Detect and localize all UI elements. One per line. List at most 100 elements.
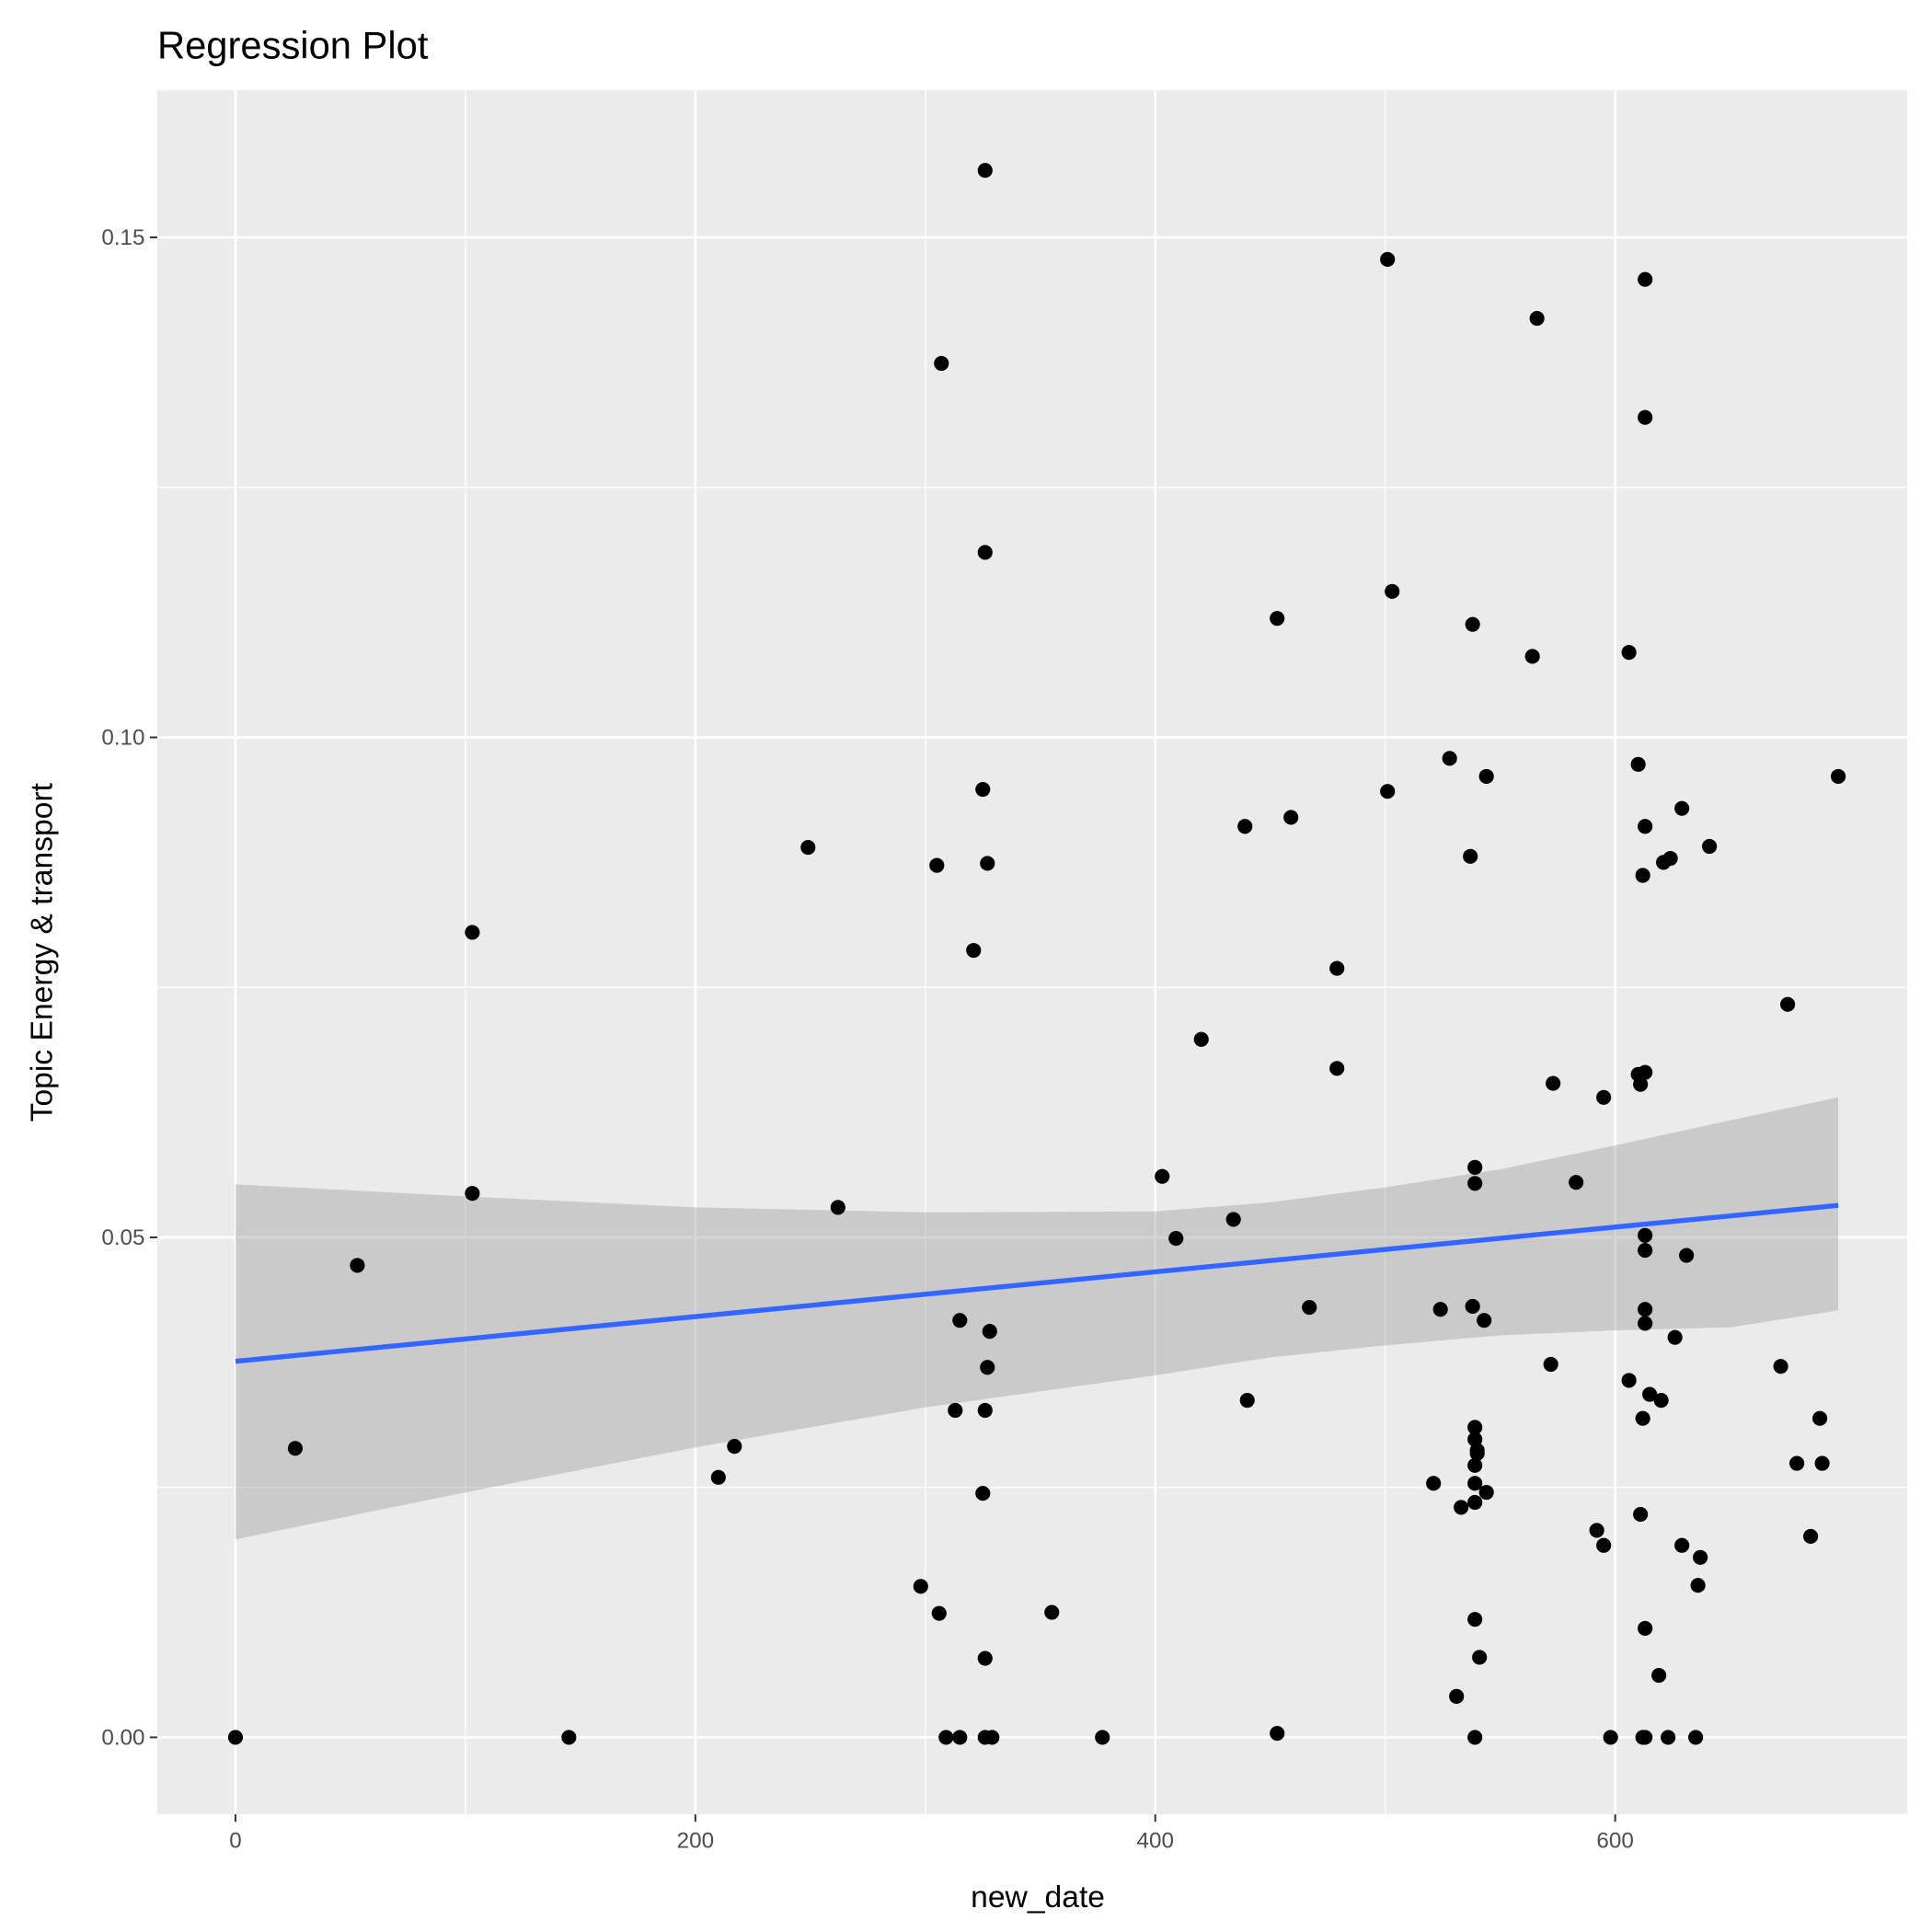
data-point bbox=[1302, 1299, 1317, 1316]
data-point bbox=[1465, 1298, 1480, 1315]
data-point bbox=[1467, 1457, 1483, 1473]
data-point bbox=[934, 355, 949, 372]
data-point bbox=[977, 1402, 993, 1419]
data-point bbox=[952, 1313, 968, 1328]
x-tick-label: 200 bbox=[677, 1828, 714, 1853]
data-point bbox=[1467, 1176, 1483, 1191]
data-point bbox=[1270, 1725, 1285, 1742]
data-point bbox=[913, 1579, 928, 1594]
data-point bbox=[1635, 868, 1650, 883]
data-points bbox=[227, 163, 1846, 1745]
data-point bbox=[938, 1730, 954, 1745]
data-point bbox=[1812, 1410, 1828, 1426]
regression-line bbox=[235, 1202, 1839, 1364]
data-point bbox=[1426, 1476, 1442, 1491]
data-point bbox=[980, 856, 995, 871]
data-point bbox=[1621, 1373, 1637, 1388]
data-point bbox=[1546, 1075, 1561, 1091]
x-tick-label: 600 bbox=[1596, 1828, 1633, 1853]
data-point bbox=[1155, 1168, 1170, 1184]
x-tick-label: 0 bbox=[229, 1828, 241, 1853]
y-tick-label: 0.00 bbox=[101, 1725, 144, 1750]
data-point bbox=[1638, 409, 1653, 425]
data-point bbox=[980, 1360, 995, 1375]
data-point bbox=[1690, 1578, 1706, 1593]
data-point bbox=[1239, 1393, 1255, 1409]
data-point bbox=[1467, 1420, 1483, 1435]
x-tick-label: 400 bbox=[1137, 1828, 1174, 1853]
data-point bbox=[710, 1469, 726, 1485]
data-point bbox=[977, 1650, 993, 1666]
data-point bbox=[931, 1605, 947, 1621]
data-point bbox=[1638, 1227, 1653, 1243]
data-point bbox=[1780, 996, 1796, 1012]
data-point bbox=[1667, 1329, 1683, 1345]
data-point bbox=[465, 1186, 480, 1202]
data-point bbox=[1469, 1445, 1485, 1461]
data-point bbox=[1095, 1730, 1110, 1745]
data-point bbox=[1688, 1730, 1704, 1745]
data-point bbox=[1467, 1159, 1483, 1175]
data-point bbox=[800, 839, 816, 856]
data-point bbox=[1449, 1688, 1465, 1704]
major-grid bbox=[156, 90, 1908, 1815]
data-point bbox=[1467, 1612, 1483, 1627]
data-point bbox=[977, 545, 993, 560]
data-point bbox=[1467, 1730, 1483, 1745]
data-point bbox=[1638, 1302, 1653, 1317]
data-point bbox=[1621, 645, 1637, 661]
data-point bbox=[948, 1402, 963, 1419]
data-point bbox=[1674, 800, 1690, 816]
data-point bbox=[1467, 1476, 1483, 1491]
data-point bbox=[1642, 1386, 1658, 1402]
data-point bbox=[1168, 1230, 1184, 1247]
y-axis-label: Topic Energy & transport bbox=[26, 782, 60, 1121]
minor-grid bbox=[156, 90, 1908, 1815]
data-point bbox=[1661, 1730, 1676, 1745]
data-point bbox=[1638, 1243, 1653, 1259]
data-point bbox=[1477, 1313, 1492, 1328]
data-point bbox=[966, 942, 982, 959]
data-point bbox=[982, 1324, 997, 1340]
data-point bbox=[1225, 1212, 1241, 1227]
data-point bbox=[1454, 1500, 1469, 1515]
data-point bbox=[1653, 1393, 1669, 1409]
data-point bbox=[984, 1730, 1000, 1745]
data-point bbox=[1656, 855, 1672, 870]
data-point bbox=[1329, 1061, 1345, 1076]
data-point bbox=[1380, 251, 1396, 268]
data-point bbox=[227, 1730, 244, 1745]
data-point bbox=[975, 1486, 991, 1501]
data-point bbox=[1442, 751, 1457, 766]
data-point bbox=[1638, 819, 1653, 834]
data-point bbox=[1596, 1537, 1612, 1553]
data-point bbox=[977, 163, 993, 178]
data-point bbox=[830, 1200, 845, 1215]
data-point bbox=[1803, 1528, 1819, 1545]
data-point bbox=[1679, 1248, 1695, 1263]
x-axis-label: new_date bbox=[971, 1880, 1105, 1915]
y-tick-label: 0.05 bbox=[101, 1225, 144, 1250]
data-point bbox=[1638, 1730, 1653, 1745]
data-point bbox=[1467, 1494, 1483, 1511]
data-point bbox=[1543, 1356, 1558, 1373]
data-point bbox=[1432, 1302, 1448, 1317]
data-point bbox=[350, 1258, 365, 1273]
data-point bbox=[1193, 1031, 1209, 1047]
data-point bbox=[561, 1730, 577, 1745]
data-point bbox=[1283, 810, 1299, 825]
chart-title: Regression Plot bbox=[157, 23, 429, 66]
y-tick-label: 0.15 bbox=[101, 225, 144, 250]
data-point bbox=[1633, 1076, 1649, 1092]
data-point bbox=[975, 781, 991, 798]
data-point bbox=[1596, 1089, 1612, 1105]
data-point bbox=[1674, 1537, 1690, 1553]
data-point bbox=[1773, 1359, 1788, 1374]
plot-panel bbox=[156, 90, 1908, 1815]
data-point bbox=[465, 925, 480, 940]
data-point bbox=[1329, 960, 1345, 976]
data-point bbox=[1814, 1455, 1830, 1471]
data-point bbox=[1693, 1549, 1708, 1565]
data-point bbox=[1589, 1523, 1604, 1538]
